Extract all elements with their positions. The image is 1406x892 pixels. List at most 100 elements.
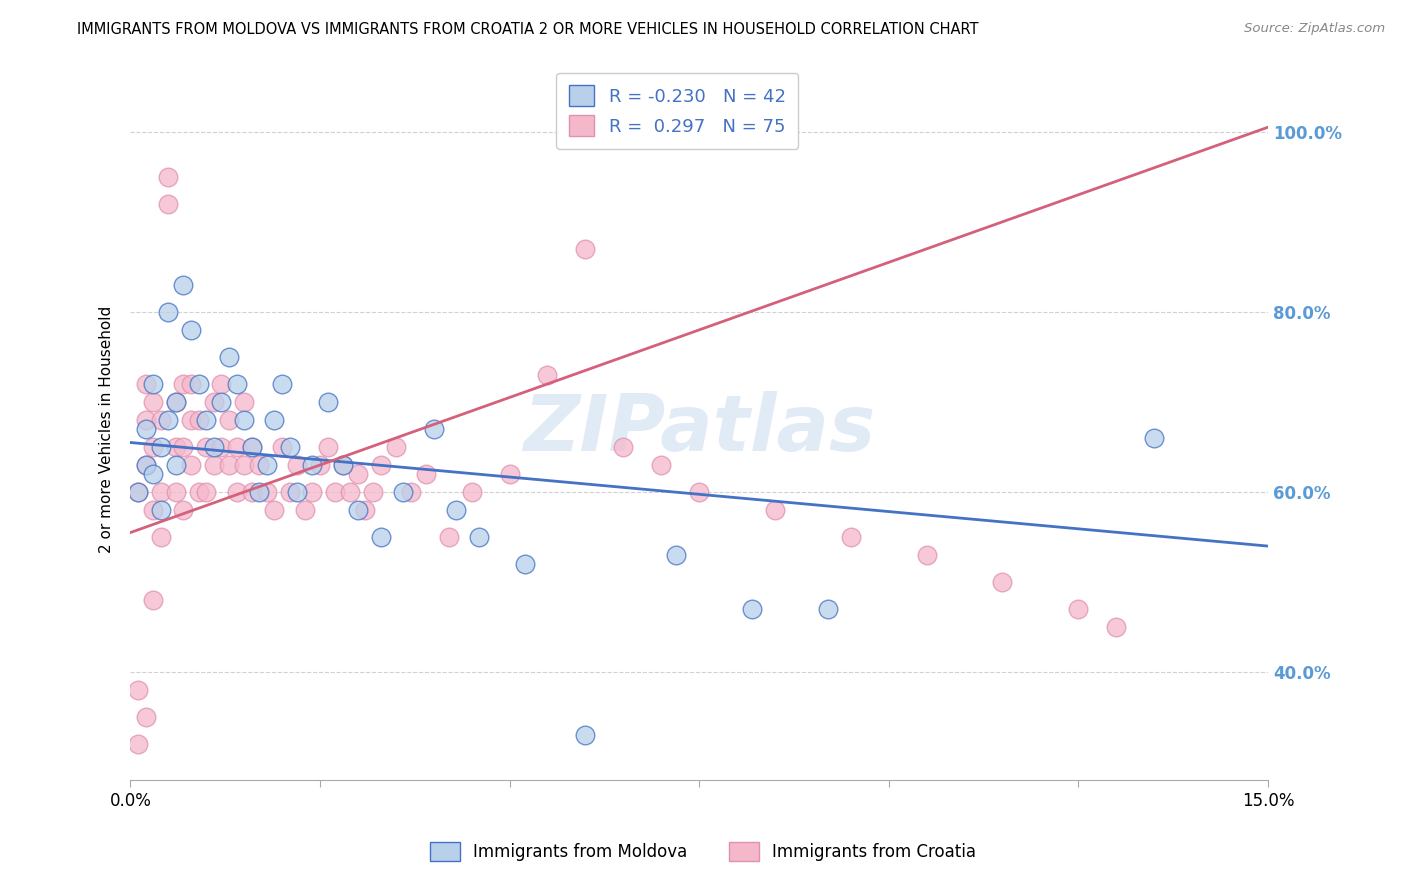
Point — [134, 413, 156, 427]
Point — [233, 413, 256, 427]
Point — [347, 467, 370, 481]
Point — [142, 395, 165, 409]
Point — [218, 458, 240, 472]
Point — [612, 440, 634, 454]
Point — [127, 737, 149, 751]
Point — [498, 467, 520, 481]
Point — [1143, 431, 1166, 445]
Point — [165, 440, 187, 454]
Point — [332, 458, 354, 472]
Point — [285, 485, 308, 500]
Point — [323, 485, 346, 500]
Point — [741, 602, 763, 616]
Point — [233, 458, 256, 472]
Point — [218, 350, 240, 364]
Point — [361, 485, 384, 500]
Text: ZIPatlas: ZIPatlas — [523, 391, 876, 467]
Point — [370, 458, 392, 472]
Point — [839, 530, 862, 544]
Point — [157, 305, 180, 319]
Point — [134, 422, 156, 436]
Point — [134, 376, 156, 391]
Point — [134, 458, 156, 472]
Point — [134, 710, 156, 724]
Point — [354, 503, 377, 517]
Point — [202, 395, 225, 409]
Point — [172, 440, 194, 454]
Point — [172, 503, 194, 517]
Point — [271, 376, 294, 391]
Point — [149, 530, 172, 544]
Point — [202, 458, 225, 472]
Point — [446, 503, 468, 517]
Point — [195, 413, 218, 427]
Point — [180, 458, 202, 472]
Point — [127, 485, 149, 500]
Point — [149, 485, 172, 500]
Legend: Immigrants from Moldova, Immigrants from Croatia: Immigrants from Moldova, Immigrants from… — [423, 835, 983, 868]
Point — [127, 485, 149, 500]
Point — [271, 440, 294, 454]
Point — [225, 485, 247, 500]
Point — [247, 485, 270, 500]
Point — [149, 440, 172, 454]
Point — [209, 395, 232, 409]
Point — [332, 458, 354, 472]
Point — [399, 485, 422, 500]
Point — [370, 530, 392, 544]
Point — [187, 413, 209, 427]
Point — [278, 440, 301, 454]
Point — [142, 503, 165, 517]
Point — [384, 440, 406, 454]
Point — [127, 683, 149, 698]
Point — [915, 548, 938, 562]
Point — [339, 485, 361, 500]
Point — [165, 395, 187, 409]
Point — [142, 593, 165, 607]
Point — [142, 376, 165, 391]
Point — [665, 548, 688, 562]
Point — [347, 503, 370, 517]
Text: IMMIGRANTS FROM MOLDOVA VS IMMIGRANTS FROM CROATIA 2 OR MORE VEHICLES IN HOUSEHO: IMMIGRANTS FROM MOLDOVA VS IMMIGRANTS FR… — [77, 22, 979, 37]
Point — [134, 458, 156, 472]
Point — [263, 413, 285, 427]
Point — [415, 467, 437, 481]
Point — [240, 440, 263, 454]
Point — [187, 485, 209, 500]
Point — [301, 485, 323, 500]
Point — [392, 485, 415, 500]
Point — [149, 413, 172, 427]
Point — [172, 277, 194, 292]
Point — [301, 458, 323, 472]
Point — [763, 503, 786, 517]
Point — [285, 458, 308, 472]
Point — [278, 485, 301, 500]
Legend: R = -0.230   N = 42, R =  0.297   N = 75: R = -0.230 N = 42, R = 0.297 N = 75 — [557, 72, 799, 149]
Point — [460, 485, 482, 500]
Text: Source: ZipAtlas.com: Source: ZipAtlas.com — [1244, 22, 1385, 36]
Point — [536, 368, 558, 382]
Point — [817, 602, 839, 616]
Point — [468, 530, 491, 544]
Point — [240, 440, 263, 454]
Point — [225, 440, 247, 454]
Point — [209, 376, 232, 391]
Y-axis label: 2 or more Vehicles in Household: 2 or more Vehicles in Household — [100, 305, 114, 553]
Point — [316, 440, 339, 454]
Point — [195, 485, 218, 500]
Point — [165, 395, 187, 409]
Point — [233, 395, 256, 409]
Point — [218, 413, 240, 427]
Point — [157, 196, 180, 211]
Point — [256, 485, 278, 500]
Point — [263, 503, 285, 517]
Point — [187, 376, 209, 391]
Point — [180, 376, 202, 391]
Point — [513, 557, 536, 571]
Point — [157, 413, 180, 427]
Point — [422, 422, 444, 436]
Point — [202, 440, 225, 454]
Point — [688, 485, 710, 500]
Point — [1067, 602, 1090, 616]
Point — [991, 575, 1014, 590]
